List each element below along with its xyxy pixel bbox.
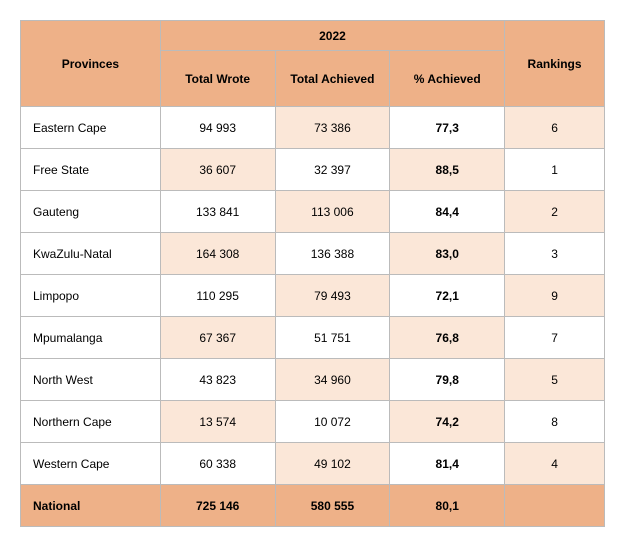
cell-province: North West [21,359,161,401]
cell-pct: 72,1 [390,275,505,317]
cell-wrote: 60 338 [160,443,275,485]
cell-achieved: 51 751 [275,317,390,359]
table-row: Free State 36 607 32 397 88,5 1 [21,149,605,191]
cell-province: KwaZulu-Natal [21,233,161,275]
cell-total-label: National [21,485,161,527]
cell-wrote: 43 823 [160,359,275,401]
cell-total-wrote: 725 146 [160,485,275,527]
table-row: Western Cape 60 338 49 102 81,4 4 [21,443,605,485]
cell-province: Gauteng [21,191,161,233]
cell-pct: 74,2 [390,401,505,443]
cell-achieved: 136 388 [275,233,390,275]
cell-rank: 3 [505,233,605,275]
cell-wrote: 94 993 [160,107,275,149]
col-pct-achieved: % Achieved [390,51,505,107]
cell-wrote: 133 841 [160,191,275,233]
table-row: Eastern Cape 94 993 73 386 77,3 6 [21,107,605,149]
table-row: Gauteng 133 841 113 006 84,4 2 [21,191,605,233]
cell-province: Western Cape [21,443,161,485]
cell-rank: 6 [505,107,605,149]
cell-achieved: 73 386 [275,107,390,149]
cell-province: Mpumalanga [21,317,161,359]
cell-rank: 9 [505,275,605,317]
table-row: Limpopo 110 295 79 493 72,1 9 [21,275,605,317]
cell-achieved: 79 493 [275,275,390,317]
cell-rank: 5 [505,359,605,401]
cell-achieved: 32 397 [275,149,390,191]
cell-pct: 76,8 [390,317,505,359]
cell-wrote: 164 308 [160,233,275,275]
cell-total-rank [505,485,605,527]
col-provinces: Provinces [21,21,161,107]
col-rankings: Rankings [505,21,605,107]
cell-total-achieved: 580 555 [275,485,390,527]
cell-pct: 88,5 [390,149,505,191]
cell-rank: 2 [505,191,605,233]
cell-pct: 81,4 [390,443,505,485]
cell-province: Northern Cape [21,401,161,443]
cell-rank: 8 [505,401,605,443]
cell-achieved: 10 072 [275,401,390,443]
cell-province: Eastern Cape [21,107,161,149]
cell-rank: 4 [505,443,605,485]
cell-rank: 1 [505,149,605,191]
col-year: 2022 [160,21,504,51]
cell-achieved: 113 006 [275,191,390,233]
cell-pct: 84,4 [390,191,505,233]
table-row: KwaZulu-Natal 164 308 136 388 83,0 3 [21,233,605,275]
cell-total-pct: 80,1 [390,485,505,527]
cell-achieved: 49 102 [275,443,390,485]
cell-pct: 83,0 [390,233,505,275]
cell-pct: 77,3 [390,107,505,149]
cell-wrote: 67 367 [160,317,275,359]
cell-wrote: 13 574 [160,401,275,443]
col-total-wrote: Total Wrote [160,51,275,107]
table-body: Eastern Cape 94 993 73 386 77,3 6 Free S… [21,107,605,527]
cell-wrote: 36 607 [160,149,275,191]
table-row: Mpumalanga 67 367 51 751 76,8 7 [21,317,605,359]
cell-rank: 7 [505,317,605,359]
cell-pct: 79,8 [390,359,505,401]
table-row: Northern Cape 13 574 10 072 74,2 8 [21,401,605,443]
table-row-total: National 725 146 580 555 80,1 [21,485,605,527]
cell-achieved: 34 960 [275,359,390,401]
results-table: Provinces 2022 Rankings Total Wrote Tota… [20,20,605,527]
cell-province: Free State [21,149,161,191]
cell-province: Limpopo [21,275,161,317]
table-row: North West 43 823 34 960 79,8 5 [21,359,605,401]
cell-wrote: 110 295 [160,275,275,317]
col-total-achieved: Total Achieved [275,51,390,107]
